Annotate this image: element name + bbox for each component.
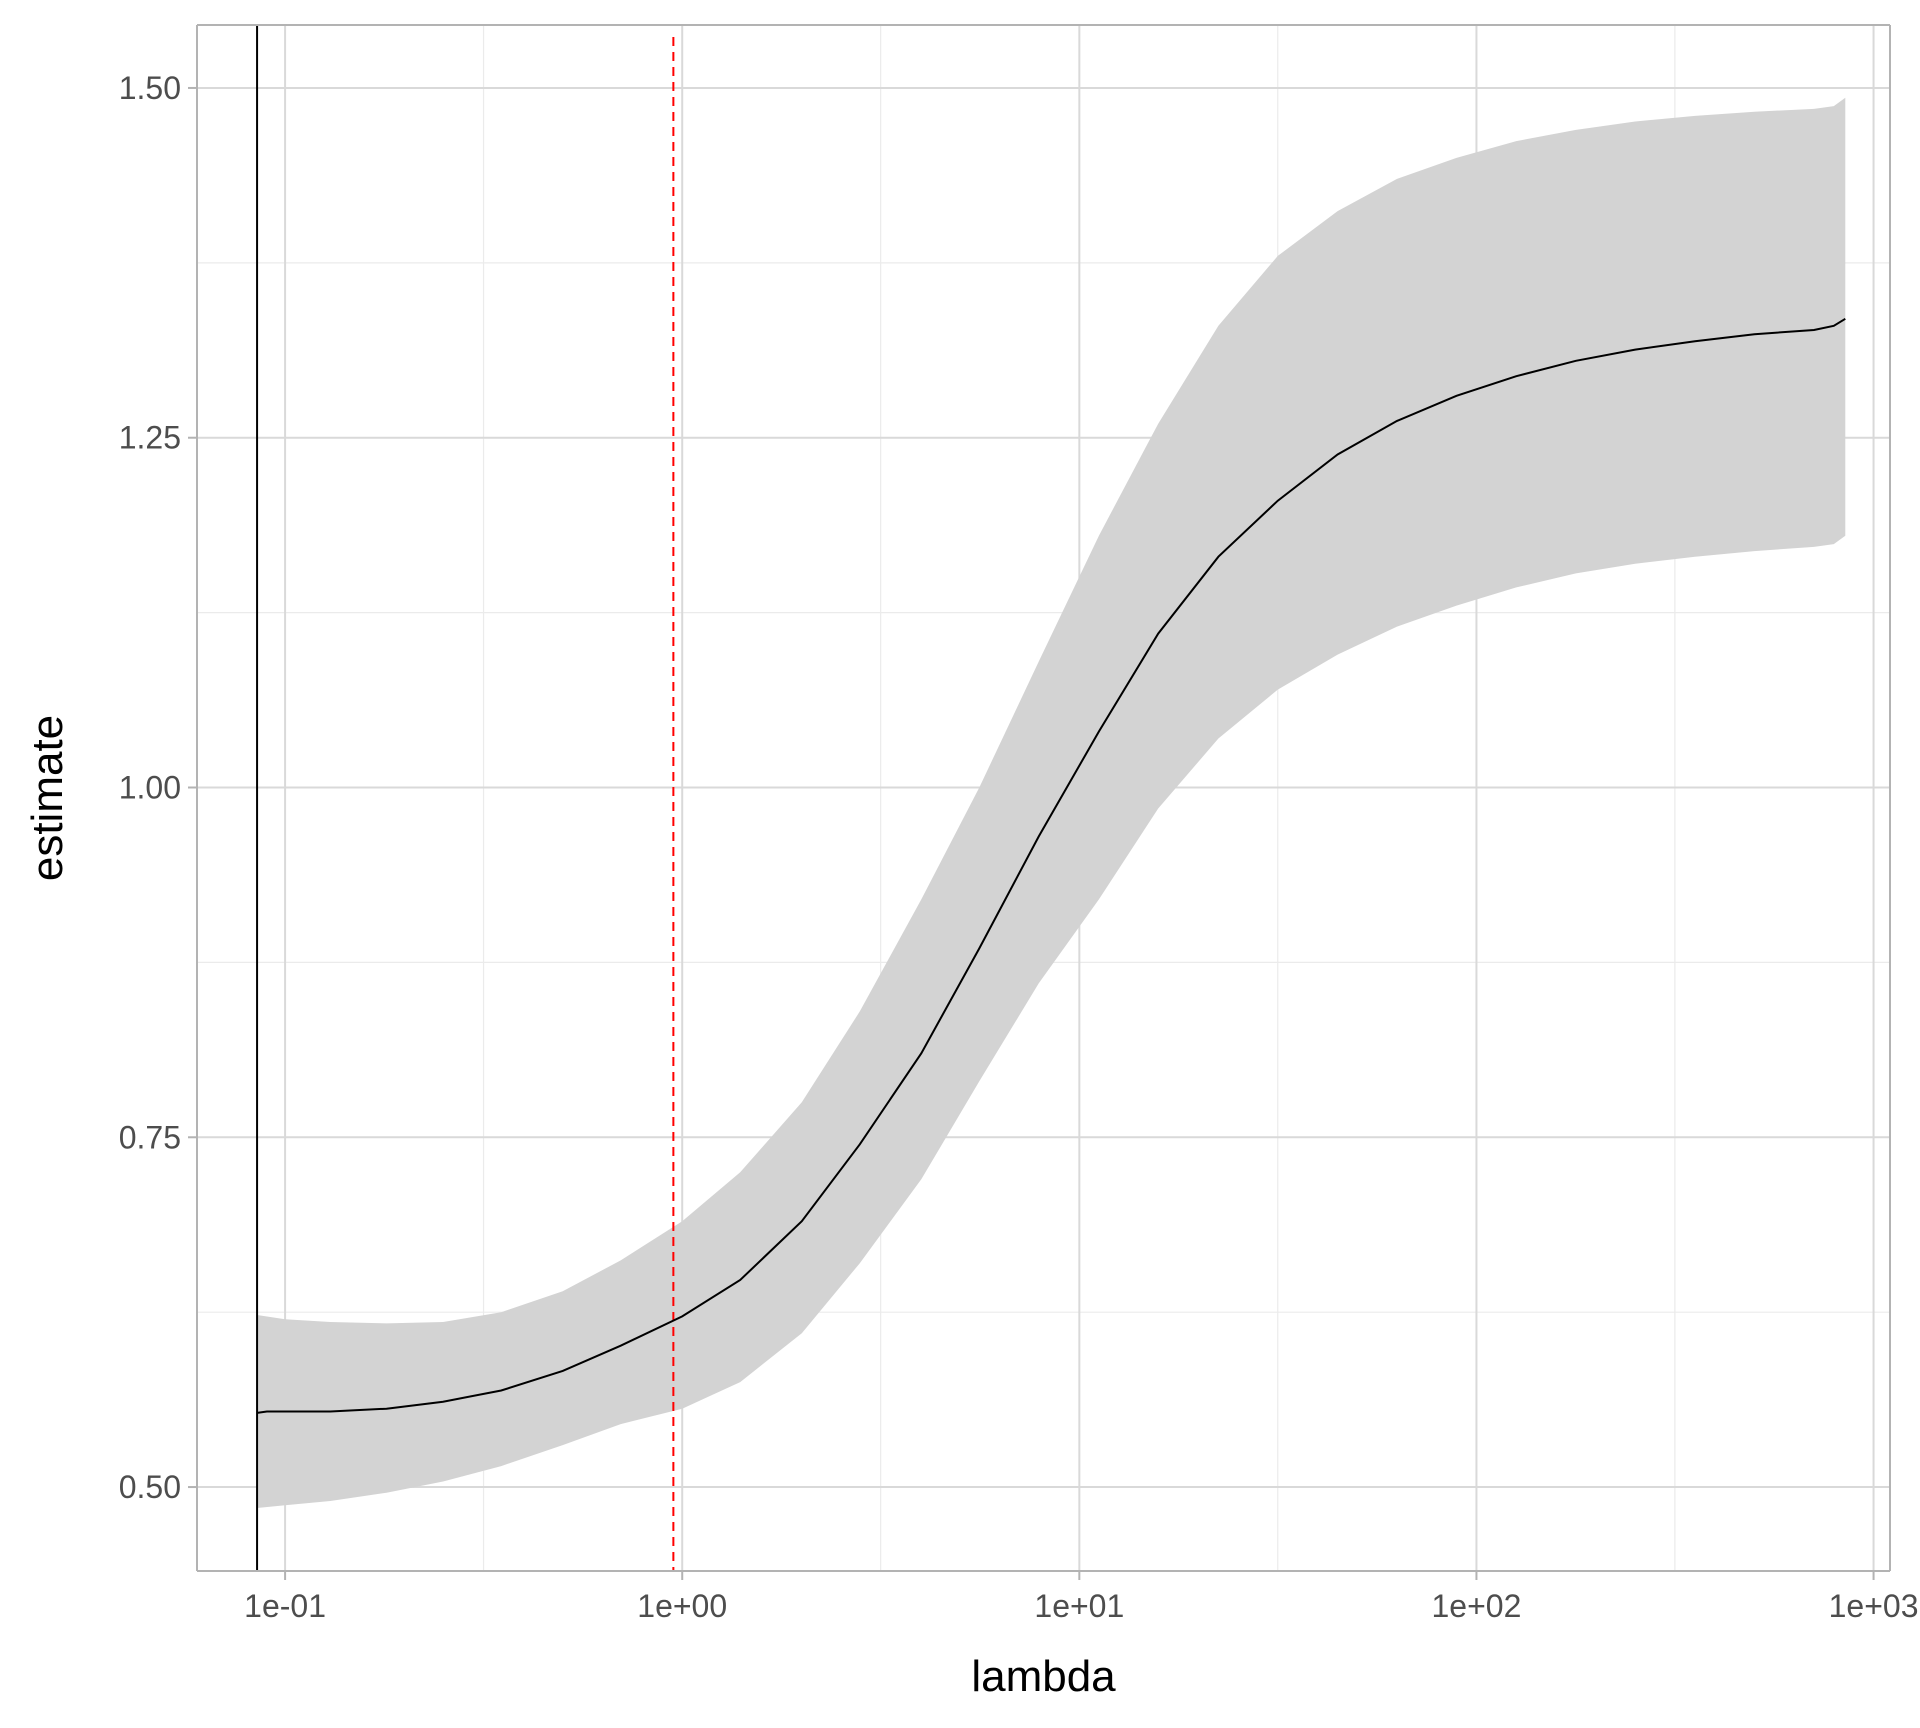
tick-labels: 1e-01 1e+00 1e+01 1e+02 1e+03 0.50 0.75 1.00 1.2… — [119, 70, 1919, 1624]
y-tick-label: 1.25 — [119, 420, 181, 456]
x-axis-title: lambda — [971, 1652, 1116, 1701]
y-tick-label: 1.50 — [119, 70, 181, 106]
y-tick-label: 0.75 — [119, 1119, 181, 1155]
x-tick-label: 1e+00 — [637, 1588, 727, 1624]
confidence-band — [257, 97, 1846, 1508]
x-tick-label: 1e+02 — [1432, 1588, 1522, 1624]
x-tick-label: 1e-01 — [244, 1588, 326, 1624]
series-lines — [256, 317, 1846, 1414]
confidence-ribbon — [257, 97, 1846, 1508]
y-tick-label: 0.50 — [119, 1469, 181, 1505]
y-tick-label: 1.00 — [119, 770, 181, 806]
x-tick-label: 1e+01 — [1034, 1588, 1124, 1624]
axes — [188, 24, 1891, 1580]
y-axis-title: estimate — [23, 715, 72, 881]
x-tick-label: 1e+03 — [1829, 1588, 1919, 1624]
estimate-line — [256, 317, 1846, 1414]
reference-lines — [256, 25, 675, 1571]
